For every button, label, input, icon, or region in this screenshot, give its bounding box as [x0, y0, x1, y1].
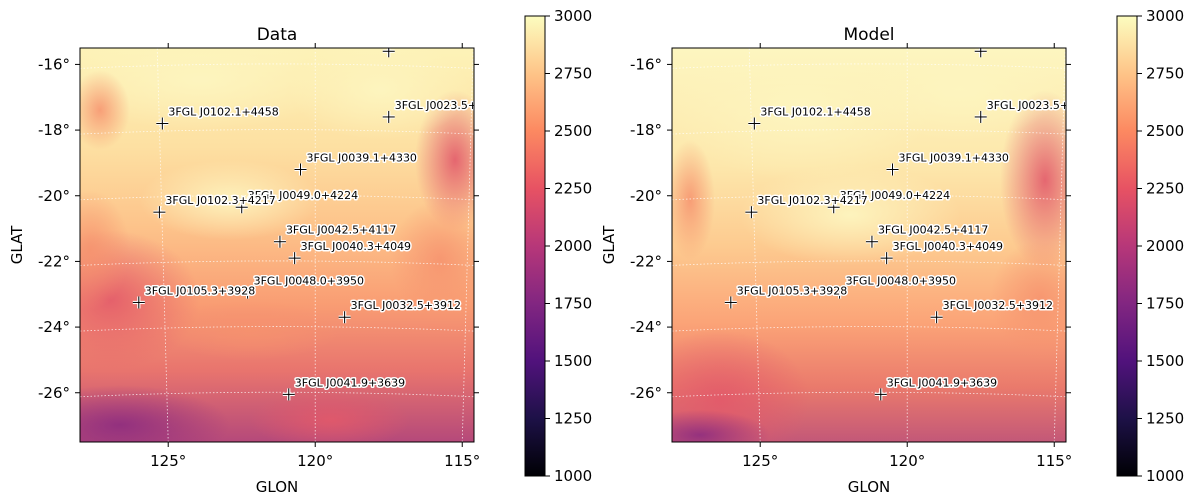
data-source-label: 3FGL J0041.9+3639	[295, 376, 405, 389]
data-y-tick-label: -20°	[38, 187, 70, 205]
data-y-tick-label: -22°	[38, 252, 70, 270]
data-source-label: 3FGL J0042.5+4117	[286, 224, 396, 237]
data-source-label: 3FGL J0048.0+3950	[254, 275, 364, 288]
data-source-label: 3FGL J0049.0+4224	[248, 189, 358, 202]
data-y-tick-label: -18°	[38, 121, 70, 139]
data-source-label: 3FGL J0105.3+3928	[145, 284, 255, 297]
model-source-label: 3FGL J0042.5+4117	[878, 224, 988, 237]
model-colorbar-tick-label: 1000	[1146, 467, 1184, 485]
model-source-label: 3FGL J0048.0+3950	[846, 275, 956, 288]
model-source-label: 3FGL J0032.5+3912	[943, 299, 1053, 312]
model-grid-line-x	[748, 48, 761, 442]
model-panel-title: Model	[843, 25, 894, 45]
model-grid-line-y	[672, 194, 1066, 201]
data-source-markers: 3FGL J0102.1+4458 3FGL J0023.5+4454 3FGL J…	[132, 48, 505, 401]
model-colorbar-tick-label: 1250	[1146, 410, 1184, 428]
data-frame	[79, 47, 475, 443]
model-colorbar-tick-label: 1750	[1146, 295, 1184, 313]
data-source-label: 3FGL J0023.5+4454	[395, 99, 505, 112]
data-y-tick-label: -24°	[38, 318, 70, 336]
data-colorbar-ticks: 1000 1250 1500 1750 2000 2250 2500 2750 3000	[545, 7, 592, 485]
model-source-label: 3FGL J0105.3+3928	[737, 284, 847, 297]
data-grid-line-y	[80, 260, 474, 266]
data-panel-title: Data	[257, 25, 298, 45]
data-grid-line-y	[80, 63, 474, 69]
data-x-label: GLON	[256, 478, 298, 496]
model-y-tick-label: -22°	[630, 252, 662, 270]
model-y-label: GLAT	[600, 225, 618, 264]
data-grid-line-y	[80, 194, 474, 201]
model-colorbar-tick-label: 2250	[1146, 180, 1184, 198]
data-x-tick-label: 115°	[444, 452, 480, 470]
data-x-tick-label: 125°	[150, 452, 186, 470]
model-grid-line-y	[672, 129, 1066, 135]
model-grid-line-y	[672, 63, 1066, 69]
data-source-label: 3FGL J0032.5+3912	[351, 299, 461, 312]
model-colorbar-tick-label: 2500	[1146, 122, 1184, 140]
model-y-tick-label: -18°	[630, 121, 662, 139]
data-grid-line-x	[461, 48, 474, 442]
model-y-tick-label: -24°	[630, 318, 662, 336]
data-y-tick-label: -26°	[38, 384, 70, 402]
model-grid	[672, 48, 1066, 442]
data-source-label: 3FGL J0102.1+4458	[168, 106, 278, 119]
model-axis-ticks: 125° 120° 115° -16° -18° -20° -22° -24° -26°	[630, 43, 1072, 470]
data-colorbar-tick-label: 1500	[554, 352, 592, 370]
data-colorbar-tick-label: 1750	[554, 295, 592, 313]
data-x-tick-label: 120°	[297, 452, 333, 470]
data-colorbar-tick-label: 1000	[554, 467, 592, 485]
model-x-tick-label: 120°	[889, 452, 925, 470]
data-grid-line-y	[80, 326, 474, 332]
data-grid-line-y	[80, 391, 474, 398]
model-grid-line-y	[672, 326, 1066, 332]
model-colorbar-tick-label: 3000	[1146, 7, 1184, 25]
data-source-label: 3FGL J0039.1+4330	[307, 151, 417, 164]
model-colorbar-tick-label: 1500	[1146, 352, 1184, 370]
model-y-tick-label: -20°	[630, 187, 662, 205]
data-heatmap: 3FGL J0102.1+4458 3FGL J0023.5+4454 3FGL J…	[80, 48, 505, 442]
model-grid-line-y	[672, 260, 1066, 266]
model-x-tick-label: 125°	[742, 452, 778, 470]
model-source-label: 3FGL J0049.0+4224	[840, 189, 950, 202]
model-source-label: 3FGL J0102.1+4458	[760, 106, 870, 119]
data-grid-line-x	[156, 48, 169, 442]
model-panel: Model 3FGL J0102.1+4458 3FGL J0023.5+4454…	[600, 25, 1097, 496]
model-source-label: 3FGL J0102.3+4217	[757, 194, 867, 207]
model-heatmap: 3FGL J0102.1+4458 3FGL J0023.5+4454 3FGL J…	[672, 48, 1097, 442]
model-colorbar-tick-label: 2000	[1146, 237, 1184, 255]
model-colorbar-ticks: 1000 1250 1500 1750 2000 2250 2500 2750 3000	[1137, 7, 1184, 485]
model-grid-line-x	[1053, 48, 1066, 442]
model-source-label: 3FGL J0023.5+4454	[987, 99, 1097, 112]
model-frame	[671, 47, 1067, 443]
data-axis-ticks: 125° 120° 115° -16° -18° -20° -22° -24° -26°	[38, 43, 480, 470]
model-grid-line-y	[672, 391, 1066, 398]
data-colorbar-tick-label: 2250	[554, 180, 592, 198]
model-source-markers: 3FGL J0102.1+4458 3FGL J0023.5+4454 3FGL J…	[724, 48, 1097, 401]
data-colorbar-tick-label: 2750	[554, 65, 592, 83]
data-colorbar-tick-label: 3000	[554, 7, 592, 25]
model-x-label: GLON	[848, 478, 890, 496]
data-grid	[80, 48, 474, 442]
model-colorbar-tick-label: 2750	[1146, 65, 1184, 83]
model-y-tick-label: -26°	[630, 384, 662, 402]
model-colorbar: 1000 1250 1500 1750 2000 2250 2500 2750 3000	[1116, 7, 1184, 485]
model-source-label: 3FGL J0041.9+3639	[887, 376, 997, 389]
data-colorbar: 1000 1250 1500 1750 2000 2250 2500 2750 3000	[524, 7, 592, 485]
data-y-label: GLAT	[8, 225, 26, 264]
model-x-tick-label: 115°	[1036, 452, 1072, 470]
model-source-label: 3FGL J0039.1+4330	[899, 151, 1009, 164]
data-colorbar-tick-label: 1250	[554, 410, 592, 428]
data-colorbar-tick-label: 2500	[554, 122, 592, 140]
model-y-tick-label: -16°	[630, 55, 662, 73]
data-grid-line-y	[80, 129, 474, 135]
data-colorbar-tick-label: 2000	[554, 237, 592, 255]
model-source-label: 3FGL J0040.3+4049	[893, 240, 1003, 253]
data-source-label: 3FGL J0102.3+4217	[165, 194, 275, 207]
data-y-tick-label: -16°	[38, 55, 70, 73]
data-source-label: 3FGL J0040.3+4049	[301, 240, 411, 253]
